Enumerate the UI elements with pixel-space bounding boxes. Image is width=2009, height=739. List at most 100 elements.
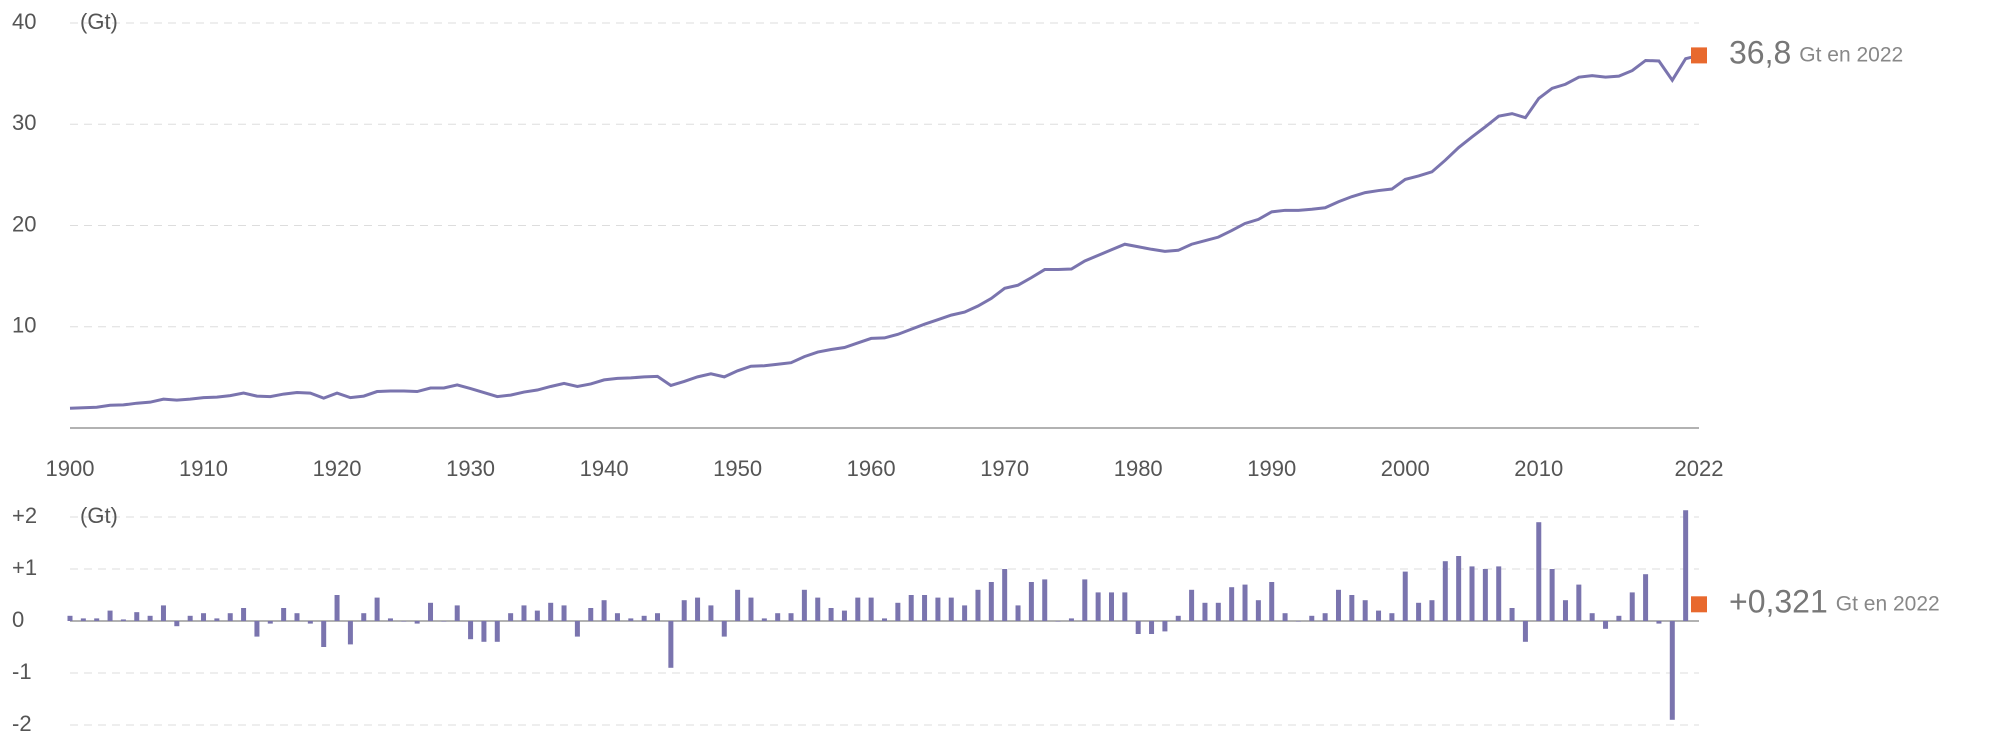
y-tick-label: -1: [12, 659, 32, 684]
annotation: +0,321 Gt en 2022: [1729, 584, 1940, 620]
bar: [1082, 579, 1088, 621]
y-tick-label: 20: [12, 211, 36, 236]
bar: [748, 597, 754, 621]
bar: [721, 621, 727, 637]
x-tick-label: 1970: [980, 456, 1029, 481]
bar: [1482, 569, 1488, 621]
x-tick-label: 1920: [313, 456, 362, 481]
x-tick-label: 2010: [1514, 456, 1563, 481]
bar: [241, 608, 247, 621]
bar: [988, 582, 994, 621]
bar: [1189, 589, 1195, 621]
highlight-marker: [1691, 596, 1707, 613]
bar: [1616, 615, 1622, 621]
bar: [1335, 589, 1341, 621]
bar: [1229, 587, 1235, 621]
x-tick-label: 2022: [1675, 456, 1724, 481]
bar: [1242, 584, 1248, 621]
bar: [508, 613, 514, 621]
bar: [614, 613, 620, 621]
bar: [187, 615, 193, 621]
bar: [1522, 621, 1528, 642]
annotation-unit: Gt en 2022: [1836, 592, 1940, 615]
bar: [815, 597, 821, 621]
bar: [948, 597, 954, 621]
bar: [1028, 582, 1034, 621]
bar: [628, 618, 634, 621]
bar: [374, 597, 380, 621]
unit-label: (Gt): [80, 9, 118, 34]
bar: [588, 608, 594, 621]
x-tick-label: 1950: [713, 456, 762, 481]
bar: [521, 605, 527, 621]
annotation: 36,8 Gt en 2022: [1729, 35, 1903, 71]
bar: [1429, 600, 1435, 621]
bar: [1015, 605, 1021, 621]
bar: [641, 615, 647, 621]
bar: [94, 618, 100, 621]
bar: [120, 619, 126, 621]
x-tick-label: 1990: [1247, 456, 1296, 481]
bar: [855, 597, 861, 621]
bar: [1269, 582, 1275, 621]
bar: [134, 612, 140, 621]
bar: [147, 615, 153, 621]
bar: [1215, 602, 1221, 621]
annotation-unit: Gt en 2022: [1799, 43, 1903, 66]
bar: [387, 618, 393, 621]
bar: [1309, 615, 1315, 621]
y-tick-label: 40: [12, 9, 36, 34]
bar: [321, 621, 327, 647]
bar: [1456, 556, 1462, 621]
y-tick-label: -2: [12, 711, 32, 736]
bar: [922, 595, 928, 621]
bar: [882, 618, 887, 621]
bar: [708, 605, 714, 621]
bar: [1629, 592, 1635, 621]
bar: [67, 615, 73, 621]
x-tick-label: 1910: [179, 456, 228, 481]
bar: [788, 613, 794, 621]
bar: [1362, 600, 1368, 621]
bar: [1108, 592, 1114, 621]
bar: [1589, 613, 1595, 621]
bar: [107, 610, 113, 621]
bar: [1656, 621, 1662, 624]
bar: [775, 613, 781, 621]
bar: [1322, 613, 1328, 621]
bar: [267, 621, 273, 624]
bar: [1562, 600, 1568, 621]
unit-label: (Gt): [80, 503, 118, 528]
bar: [254, 621, 260, 637]
bar: [1002, 569, 1008, 621]
line: [69, 53, 1700, 410]
bar: [695, 597, 701, 621]
bar: [1122, 592, 1128, 621]
bar: [681, 600, 687, 621]
bar: [828, 608, 834, 621]
bar: [1416, 602, 1422, 621]
bar: [1202, 602, 1208, 621]
bar: [347, 621, 353, 645]
bar: [975, 589, 981, 621]
bar: [401, 621, 407, 622]
bar: [307, 621, 313, 624]
bar: [1295, 621, 1301, 622]
bar: [494, 621, 500, 642]
bar: [895, 602, 901, 621]
bar: [1643, 574, 1649, 621]
bar: [1042, 579, 1048, 621]
bar: [1469, 566, 1475, 621]
bar: [868, 597, 874, 621]
x-tick-label: 1900: [46, 456, 95, 481]
bar: [801, 589, 807, 621]
x-tick-label: 1980: [1114, 456, 1163, 481]
bar: [1135, 621, 1141, 634]
y-tick-label: 0: [12, 607, 24, 632]
bar: [1442, 561, 1448, 621]
bar: [428, 602, 434, 621]
bar: [761, 618, 767, 621]
bar: [1496, 566, 1502, 621]
x-tick-label: 1940: [580, 456, 629, 481]
